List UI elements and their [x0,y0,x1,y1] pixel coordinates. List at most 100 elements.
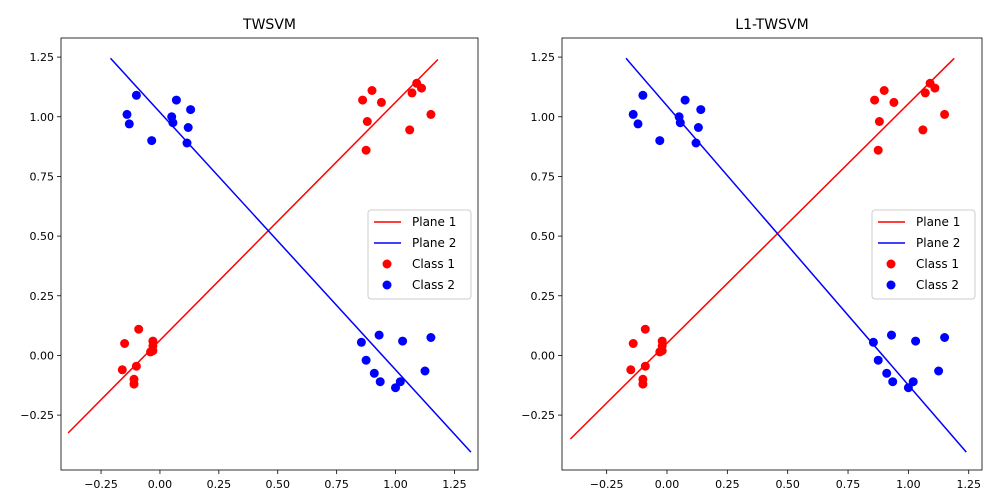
class-2-point [868,337,878,347]
class-2-point [691,138,701,148]
y-tick-label: 1.00 [30,111,55,124]
x-tick-label: 0.00 [655,478,680,491]
class-1-point [376,97,386,107]
x-tick-label: 0.50 [265,478,290,491]
class-1-point [361,145,371,155]
axes-frame [60,37,479,471]
class-2-point [374,330,384,340]
l1-twsvm-panel: L1-TWSVM −0.25 0.00 0.25 0.50 0.75 1.00 1.25 −0.… [521,17,983,491]
class-1-point [405,125,415,135]
class-2-point [122,109,132,119]
class-2-point [633,119,643,129]
x-tick-label: 1.00 [896,478,921,491]
class-1-point [134,324,144,334]
class-1-point [879,86,889,95]
legend-marker-swatch [886,280,896,290]
class-1-point [940,109,950,119]
plane-1-line [67,58,439,434]
legend-marker-swatch [886,259,896,269]
y-tick-label: 0.50 [531,230,556,243]
legend: Plane 1 Plane 2 Class 1 Class 2 [367,209,472,300]
class-2-point [124,119,134,129]
class-1-point [117,365,127,375]
x-tick-label: −0.25 [590,478,624,491]
class-1-point [930,83,940,93]
class-2-point [638,90,648,100]
class-1-point [407,88,417,98]
class-2-point [168,118,178,128]
class-1-point [655,347,665,357]
class-2-point [655,136,665,146]
class-2-point [361,355,371,365]
class-1-point [131,361,141,371]
legend: Plane 1 Plane 2 Class 1 Class 2 [871,209,976,300]
twsvm-panel: TWSVM −0.25 0.00 0.25 0.50 0.75 1.00 1.25 −0.25 0… [20,17,479,491]
class-2-point [934,366,944,376]
plot-area [569,57,967,453]
legend-label: Class 2 [916,278,959,292]
axes-frame [561,37,983,471]
class-1-point [120,339,130,348]
class-2-point [171,95,181,105]
class-2-point [940,333,950,342]
legend-label: Class 1 [916,257,959,271]
chart-title: TWSVM [242,17,296,33]
class-2-point [693,123,703,132]
x-tick-label: 0.75 [324,478,349,491]
x-tick-label: 0.50 [775,478,800,491]
plot-area [67,57,472,453]
class-2-point [873,355,883,365]
y-tick-label: 0.00 [30,349,55,362]
class-2-point [375,377,385,387]
legend-marker-swatch [382,259,392,269]
legend-label: Plane 2 [412,236,456,250]
class-2-point [887,330,896,340]
class-2-point [908,377,918,387]
y-tick-label: 0.00 [531,349,556,362]
class-2-point [186,105,196,115]
class-2-point [183,123,193,132]
class-2-point [911,336,921,346]
class-2-point [131,90,141,100]
x-tick-label: −0.25 [84,478,118,491]
class-2-point [391,383,400,393]
x-tick-label: 1.25 [956,478,981,491]
class-2-point [888,377,898,387]
legend-label: Plane 1 [412,215,456,229]
y-tick-label: 0.25 [30,290,55,303]
class-2-point [356,337,366,347]
class-1-point [628,339,638,348]
legend-label: Class 2 [412,278,455,292]
y-tick-label: −0.25 [521,409,555,422]
class-2-point [680,95,690,105]
class-2-point [147,136,157,146]
class-2-point [675,118,685,128]
legend-label: Plane 2 [916,236,960,250]
class-1-point [638,379,648,389]
y-tick-label: 1.25 [531,51,556,64]
class-2-point [696,105,706,115]
class-1-point [870,95,880,105]
class-2-point [426,333,436,342]
class-2-point [398,336,408,346]
class-1-point [362,117,372,126]
legend-box [871,209,976,300]
y-tick-label: 1.00 [531,111,556,124]
class-1-point [626,365,636,375]
legend-label: Class 1 [412,257,455,271]
class-2-point [628,109,638,119]
class-2-point [903,383,913,393]
class-1-point [358,95,368,105]
class-2-point [420,366,430,376]
class-1-point [426,109,436,119]
class-1-point [889,97,899,107]
legend-marker-swatch [382,280,392,290]
y-tick-label: 0.50 [30,230,55,243]
x-tick-label: 0.00 [148,478,173,491]
class-1-point [146,347,155,357]
class-1-point [417,83,426,93]
class-1-point [129,379,139,389]
y-tick-label: 0.75 [30,170,55,183]
legend-box [367,209,472,300]
x-tick-label: 0.25 [715,478,740,491]
